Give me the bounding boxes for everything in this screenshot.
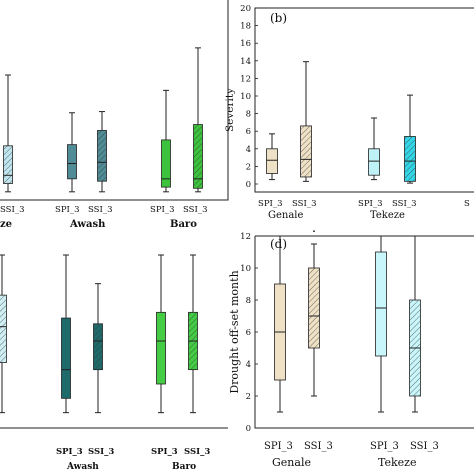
panel-b-cat-partial: S — [464, 199, 470, 209]
panel-d-basin-genale: Genale — [272, 456, 311, 469]
panel-d-genale-ssi3-box — [308, 230, 320, 397]
panel-c-awash-ssi3-box — [93, 283, 103, 414]
panel-a-frame — [0, 0, 229, 201]
panel-b-ytick-label-20: 20 — [240, 4, 251, 14]
panel-d-cat-2: SPI_3 — [370, 441, 399, 452]
panel-b-ytick-label-2: 2 — [246, 162, 251, 172]
panel-c-tekeze-ssi3-hatch — [0, 295, 7, 363]
panel-a-cat-0: SSI_3 — [0, 205, 25, 215]
panel-a-baro-ssi3-hatch — [193, 124, 203, 189]
panel-a-tekeze-ssi3-box — [3, 74, 13, 193]
panel-c-cat-0: SPI_3 — [56, 447, 83, 457]
panel-d-ytick-label-10: 10 — [240, 264, 251, 274]
panel-b-cat-0: SPI_3 — [258, 199, 283, 209]
panel-b-ytick-label-0: 0 — [246, 180, 251, 190]
panel-a-cat-4: SSI_3 — [183, 205, 208, 215]
panel-b-ytick-label-12: 12 — [240, 74, 251, 84]
panel-d-ytick-label-12: 12 — [240, 232, 251, 242]
panel-b-basin-genale: Genale — [268, 210, 304, 221]
panel-d-genale-spi3-box — [274, 235, 286, 413]
panel-d-cat-1: SSI_3 — [304, 441, 333, 452]
panel-a-baro-ssi3-box — [193, 47, 203, 193]
panel-c-basin-awash: Awash — [66, 462, 99, 472]
panel-b-ytick-label-10: 10 — [240, 92, 251, 102]
panel-b-cat-3: SSI_3 — [392, 199, 417, 209]
panel-c-awash-ssi3-hatch — [93, 323, 103, 370]
panel-a-awash-spi3-box — [67, 112, 77, 193]
panel-b-ytick-label-4: 4 — [246, 145, 251, 155]
panel-a-cat-1: SPI_3 — [55, 205, 80, 215]
panel-b-cat-2: SPI_3 — [358, 199, 383, 209]
panel-d-title: (d) — [270, 237, 287, 251]
panel-c-cat-3: SSI_3 — [184, 447, 210, 457]
panel-a-awash-ssi3-box — [97, 111, 107, 193]
panel-d-tekeze-spi3-box — [375, 235, 387, 413]
panel-c-tekeze-ssi3-box — [0, 254, 7, 414]
panel-c-awash-spi3-iqr — [61, 317, 71, 399]
panel-a-cat-2: SSI_3 — [88, 205, 113, 215]
panel-b-tekeze-ssi3-hatch — [404, 136, 416, 182]
panel-b-tekeze-spi3-box — [368, 117, 380, 181]
panel-b-genale-spi3-box — [266, 133, 278, 181]
panel-a-awash-ssi3-hatch — [97, 130, 107, 182]
panel-b-genale-spi3-iqr — [266, 148, 278, 174]
panel-c-awash-spi3-box — [61, 254, 71, 414]
panel-b-basin-tekeze: Tekeze — [370, 210, 405, 221]
panel-c-baro-ssi3-box — [188, 254, 198, 414]
panel-c: SPI_3 SSI_3 SPI_3 SSI_3 Awash Baro — [0, 254, 228, 472]
panel-c-basin-baro: Baro — [172, 462, 196, 472]
panel-a: SSI_3 SPI_3 SSI_3 SPI_3 SSI_3 ze Awash B… — [0, 0, 229, 230]
panel-d-ylabel: Drought off-set month — [228, 270, 241, 393]
panel-a-awash-spi3-iqr — [67, 144, 77, 180]
panel-b-ytick-label-6: 6 — [246, 127, 251, 137]
panel-b: 0 2 4 6 8 10 12 14 16 18 20 (b) Severity SPI_3 SSI… — [224, 4, 474, 221]
panel-d-tekeze-spi3-iqr — [375, 251, 387, 357]
panel-d-genale-ssi3-outlier — [313, 230, 315, 233]
panel-b-genale-ssi3-hatch — [300, 125, 312, 177]
panel-a-cat-3: SPI_3 — [150, 205, 175, 215]
panel-a-basin-baro: Baro — [170, 219, 197, 230]
panel-c-cat-2: SPI_3 — [151, 447, 178, 457]
panel-a-basin-partial: ze — [0, 219, 12, 230]
panel-d-basin-tekeze: Tekeze — [378, 456, 416, 469]
panel-b-ytick-label-8: 8 — [246, 110, 251, 120]
panel-d-ytick-label-8: 8 — [246, 296, 251, 306]
panel-d-genale-ssi3-hatch — [308, 268, 320, 348]
panel-a-baro-spi3-iqr — [161, 139, 171, 188]
panel-c-baro-spi3-iqr — [156, 311, 166, 385]
panel-b-genale-ssi3-box — [300, 61, 312, 182]
panel-a-tekeze-ssi3-hatch — [3, 145, 13, 184]
panel-d: 0 2 4 6 8 10 12 (d) Drought off-set month SPI_… — [228, 230, 474, 469]
panel-b-ytick-label-14: 14 — [240, 57, 251, 67]
panel-b-ytick-label-18: 18 — [240, 22, 251, 32]
panel-b-tekeze-spi3-iqr — [368, 148, 380, 176]
panel-a-basin-awash: Awash — [69, 219, 106, 230]
panel-d-frame — [254, 235, 474, 429]
panel-d-cat-0: SPI_3 — [264, 441, 293, 452]
panel-a-baro-spi3-box — [161, 89, 171, 193]
panel-d-ytick-label-0: 0 — [246, 424, 251, 434]
panel-d-ytick-label-6: 6 — [246, 328, 251, 338]
panel-c-cat-1: SSI_3 — [88, 447, 114, 457]
panel-b-ytick-label-16: 16 — [240, 39, 251, 49]
panel-b-cat-1: SSI_3 — [292, 199, 317, 209]
panel-d-cat-3: SSI_3 — [410, 441, 439, 452]
panel-c-baro-spi3-box — [156, 254, 166, 414]
panel-b-ylabel: Severity — [224, 88, 236, 132]
panel-b-frame — [254, 7, 474, 193]
panel-b-tekeze-ssi3-box — [404, 94, 416, 184]
panel-d-tekeze-ssi3-box — [409, 235, 421, 413]
panel-b-title: (b) — [270, 11, 287, 25]
panel-d-ytick-label-2: 2 — [246, 392, 251, 402]
panel-d-ytick-label-4: 4 — [246, 360, 251, 370]
